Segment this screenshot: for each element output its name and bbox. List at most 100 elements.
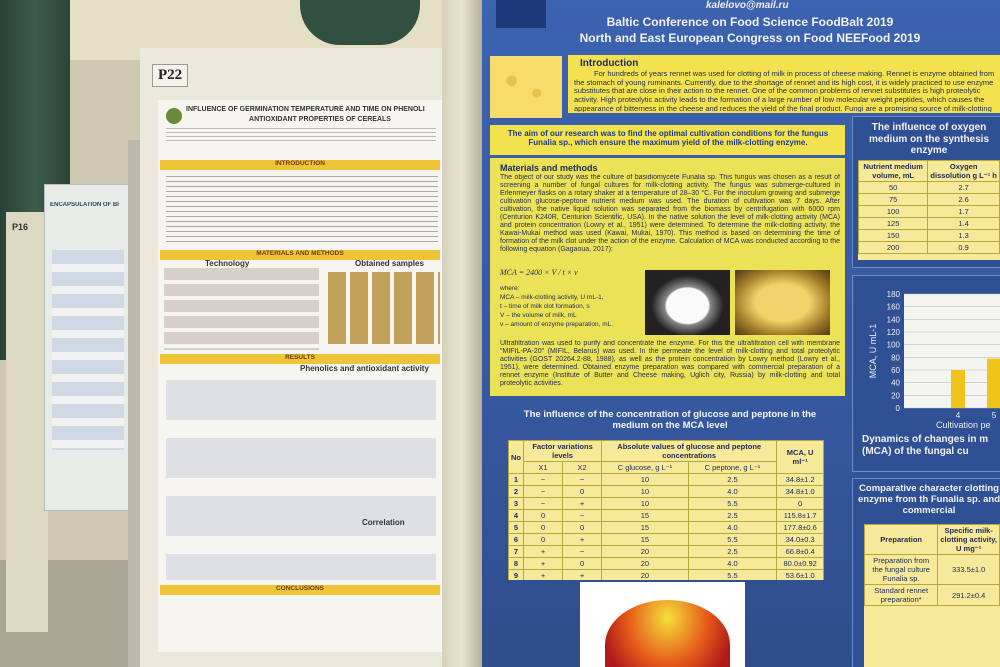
table-cell: 20	[601, 557, 689, 570]
poster-title: ENCAPSULATION OF BI	[50, 202, 119, 208]
bar	[987, 358, 1000, 408]
panel-title: Comparative character clotting enzyme fr…	[858, 484, 1000, 516]
formula: MCA = 2400 × V / t × v	[500, 268, 578, 277]
table-title: The influence of the concentration of gl…	[523, 410, 817, 431]
table-container: Preparation Specific milk-clotting activi…	[864, 524, 1000, 667]
table-cell: 333.5±1.0	[937, 554, 1000, 585]
table-cell: 125	[858, 217, 929, 230]
section-heading: Materials and methods	[500, 163, 598, 173]
subsection-heading: Obtained samples	[355, 259, 424, 268]
table: Preparation Specific milk-clotting activi…	[864, 524, 1000, 606]
poster-logo	[496, 0, 546, 28]
methods-text: Ultrafiltration was used to purify and c…	[500, 340, 840, 388]
table-cell: 177.8±0.6	[776, 521, 824, 534]
table-cell: −	[562, 509, 603, 522]
conference-line: North and East European Congress on Food…	[579, 32, 921, 45]
table-row: 100 1.7	[858, 205, 1000, 218]
table-cell: 4.0	[687, 485, 778, 498]
table-cell: 0	[522, 533, 564, 546]
table-row: 200 0.9	[858, 241, 1000, 254]
table-cell: 15	[601, 509, 689, 522]
methods-text: The object of our study was the culture …	[500, 174, 840, 254]
logo	[166, 108, 182, 124]
sample-photos	[328, 272, 440, 344]
table-cell: 10	[601, 497, 689, 510]
table-row: 7 + −20 2.5 66.8±0.4	[508, 545, 824, 558]
table-cell: −	[562, 473, 603, 486]
table-cell: 100	[858, 205, 929, 218]
table-cell: +	[562, 569, 603, 580]
definition-line: v – amount of enzyme preparation, mL.	[500, 321, 614, 328]
bar	[951, 370, 965, 408]
table-cell: 34.0±0.3	[776, 533, 824, 546]
table-row: 5 0 0 15 4.0 177.8±0.6	[508, 521, 824, 534]
table-cell: 8	[508, 557, 524, 570]
technology-steps	[164, 268, 319, 350]
table-row: Standard rennet preparation* 291.2±0.4	[864, 584, 1000, 606]
table-cell: −	[522, 497, 564, 510]
y-tick-label: 120	[887, 328, 901, 337]
table-cell: 20	[601, 545, 689, 558]
header-row: Nutrient medium volume, mL Oxygen dissolu…	[858, 160, 1000, 182]
poster-title: INFLUENCE OF GERMINATION TEMPERATURE AND…	[186, 106, 425, 113]
table-cell: 0	[562, 557, 603, 570]
table-cell: 0	[522, 521, 564, 534]
table-row: 2−0 10 4.0 34.8±1.0	[508, 485, 824, 498]
table-cell: 0	[776, 497, 824, 510]
x-tick-label: 4	[956, 411, 961, 420]
table-row: Preparation from the fungal culture Funa…	[864, 554, 1000, 585]
table-cell: 1	[508, 473, 524, 486]
y-tick-label: 140	[887, 315, 901, 324]
intro-lines	[166, 176, 438, 244]
table-row: 75 2.6	[858, 193, 1000, 206]
poster-label: P22	[152, 64, 189, 88]
table-cell: 50	[858, 181, 929, 194]
table-cell: 10	[601, 473, 689, 486]
header-cell: Preparation	[864, 524, 939, 555]
y-tick-label: 60	[891, 366, 900, 375]
table-cell: 2.5	[687, 473, 778, 486]
cheese-image	[490, 56, 562, 118]
header-cell: Absolute values of glucose and peptone c…	[601, 440, 778, 462]
table-cell: 291.2±0.4	[937, 584, 1000, 606]
result-plots	[166, 380, 436, 580]
table-cell: 5.5	[687, 497, 778, 510]
subheader-row: X1 X2 C glucose, g L⁻¹ C peptone, g L⁻¹	[509, 461, 824, 474]
header-row: Preparation Specific milk-clotting activi…	[864, 524, 1000, 555]
table-cell: 6	[508, 533, 524, 546]
definition-line: MCA – milk-clotting activity, U mL-1,	[500, 294, 604, 301]
section-bar: CONCLUSIONS	[160, 585, 440, 595]
subheader-cell: X1	[522, 461, 564, 474]
table-cell: +	[562, 533, 603, 546]
table-row: 50 2.7	[858, 181, 1000, 194]
y-tick-label: 100	[887, 341, 901, 350]
section-heading: Introduction	[580, 58, 639, 69]
y-tick-label: 160	[887, 303, 901, 312]
table-cell: 115.8±1.7	[776, 509, 824, 522]
table-cell: 1.7	[927, 205, 1000, 218]
table-cell: −	[522, 473, 564, 486]
intro-text: For hundreds of years rennet was used fo…	[574, 70, 995, 112]
section-bar: RESULTS	[160, 354, 440, 364]
definition-line: t – time of milk clot formation, s	[500, 303, 590, 310]
left-pole	[442, 0, 482, 667]
poster-subtitle: ANTIOXIDANT PROPERTIES OF CEREALS	[249, 116, 391, 123]
table-cell: 2	[508, 485, 524, 498]
table-cell: +	[522, 557, 564, 570]
table-cell: 66.8±0.4	[776, 545, 824, 558]
x-axis-label: Cultivation pe	[936, 420, 991, 430]
table-cell: −	[562, 545, 603, 558]
table-row: 150 1.3	[858, 229, 1000, 242]
table-cell: +	[562, 497, 603, 510]
table-row: 125 1.4	[858, 217, 1000, 230]
milk-powder-image	[645, 270, 730, 335]
subsection-heading: Technology	[205, 259, 250, 268]
x-tick-label: 5	[992, 411, 997, 420]
table-cell: 0	[522, 509, 564, 522]
intro-box	[568, 55, 1000, 113]
table-cell: 34.8±1.0	[776, 485, 824, 498]
table-row: 9 + +20 5.5 53.6±1.0	[508, 569, 824, 580]
table-cell: 4.0	[687, 521, 778, 534]
surface-dome	[605, 600, 730, 667]
table-cell: 7	[508, 545, 524, 558]
